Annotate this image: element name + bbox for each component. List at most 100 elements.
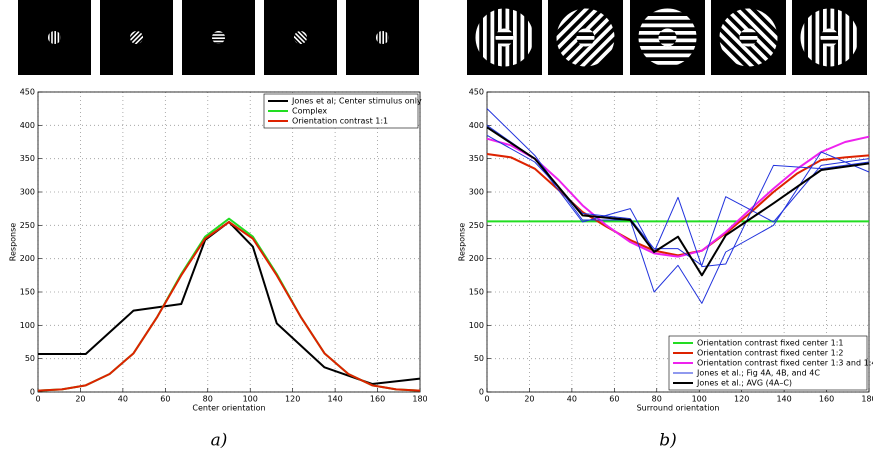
stripe (576, 28, 615, 67)
stripe (719, 17, 769, 67)
y-tick-label: 350 (469, 154, 484, 163)
legend: Jones et al; Center stimulus onlyComplex… (263, 93, 422, 129)
stripe (820, 36, 839, 40)
stripe (60, 31, 61, 44)
stimulus (711, 0, 786, 75)
stimulus (346, 0, 419, 75)
stripe (294, 31, 307, 44)
y-axis-label: Response (9, 223, 18, 262)
stripe (382, 31, 384, 44)
y-tick-label: 100 (469, 321, 484, 330)
stripe (556, 8, 605, 57)
y-tick-label: 0 (479, 388, 484, 397)
y-tick-label: 400 (469, 121, 484, 130)
y-tick-label: 250 (469, 221, 484, 230)
data-line (486, 135, 870, 258)
stripe (729, 8, 778, 57)
y-tick-label: 350 (20, 154, 35, 163)
stripe (638, 46, 697, 50)
y-tick-label: 250 (20, 221, 35, 230)
stripe (658, 36, 677, 40)
stripe (719, 28, 758, 67)
stripe (638, 53, 697, 58)
stripe (130, 31, 143, 44)
x-tick-label: 60 (160, 395, 170, 404)
stripe (853, 8, 857, 67)
stripe (528, 8, 532, 67)
stripes (376, 31, 389, 44)
stripe (483, 8, 487, 67)
stripe (294, 31, 307, 44)
stripe (520, 8, 525, 67)
stripe (376, 31, 378, 44)
stripes (48, 31, 61, 44)
stripe (845, 8, 850, 67)
data-line (486, 126, 870, 277)
x-tick-label: 180 (412, 395, 427, 404)
y-tick-label: 450 (469, 88, 484, 97)
y-tick-label: 50 (474, 354, 484, 363)
stripe (212, 34, 225, 36)
stripe (130, 31, 143, 44)
y-tick-label: 200 (20, 254, 35, 263)
stripe (576, 36, 595, 40)
stripe (638, 16, 697, 20)
stripe (379, 31, 381, 44)
y-tick-label: 300 (20, 188, 35, 197)
y-tick-label: 100 (20, 321, 35, 330)
stripe (740, 8, 778, 46)
x-tick-label: 120 (285, 395, 300, 404)
data-line (486, 153, 870, 257)
stripe (565, 17, 615, 67)
legend-box (668, 335, 868, 391)
x-tick-label: 40 (118, 395, 128, 404)
x-tick-label: 180 (861, 395, 873, 404)
y-tick-label: 0 (30, 388, 35, 397)
y-tick-label: 200 (469, 254, 484, 263)
stripe (735, 8, 778, 51)
data-line (486, 108, 870, 304)
caption: b) (659, 431, 677, 451)
stimulus (18, 0, 91, 75)
stripe (54, 31, 56, 44)
legend-label: Jones et al.; AVG (4A–C) (696, 379, 792, 388)
y-tick-label: 400 (20, 121, 35, 130)
x-tick-label: 60 (609, 395, 619, 404)
x-tick-label: 0 (35, 395, 40, 404)
stripe (490, 8, 495, 67)
y-tick-label: 150 (20, 288, 35, 297)
y-tick-label: 450 (20, 88, 35, 97)
stripe (513, 8, 517, 67)
stripe (815, 8, 820, 67)
legend-label: Jones et al; Center stimulus only (291, 97, 422, 106)
stimulus (182, 0, 255, 75)
stripe (638, 23, 697, 28)
stripe (571, 23, 615, 67)
stimulus (264, 0, 337, 75)
x-tick-label: 20 (524, 395, 534, 404)
legend-label: Jones et al.; Fig 4A, 4B, and 4C (696, 369, 820, 378)
legend: Orientation contrast fixed center 1:1 Ori… (668, 335, 873, 391)
y-axis-label: Response (458, 223, 467, 262)
legend-label: Orientation contrast fixed center 1:1 (697, 339, 843, 348)
plot-frame (486, 91, 870, 393)
stripe (385, 31, 388, 44)
grating (48, 31, 61, 44)
stripe (556, 8, 599, 51)
stripe (212, 40, 225, 43)
x-tick-label: 100 (692, 395, 707, 404)
stimulus (548, 0, 623, 75)
plot-frame (37, 91, 421, 393)
stripe (388, 31, 389, 44)
x-tick-label: 160 (819, 395, 834, 404)
x-tick-label: 120 (734, 395, 749, 404)
legend-label: Orientation contrast fixed center 1:3 an… (697, 359, 873, 368)
legend-box (263, 93, 419, 129)
stimulus (792, 0, 867, 75)
stripe (57, 31, 60, 44)
stripe (719, 23, 763, 67)
x-tick-label: 140 (327, 395, 342, 404)
stimulus (100, 0, 173, 75)
x-tick-label: 40 (567, 395, 577, 404)
